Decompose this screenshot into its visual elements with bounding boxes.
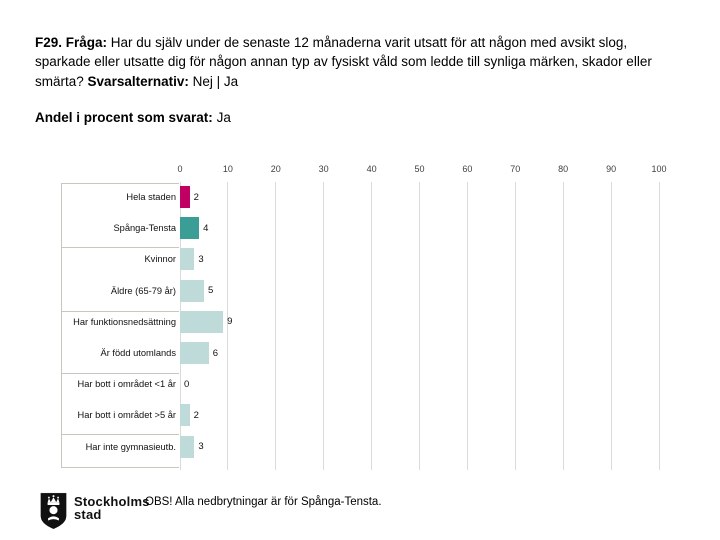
bar [180, 248, 195, 271]
x-gridline [371, 182, 373, 470]
stockholms-stad-shield-icon [40, 493, 67, 529]
x-axis-tick-label: 90 [606, 164, 617, 174]
bar-value-label: 3 [198, 441, 204, 453]
bar-chart: 0 10 20 30 40 50 60 70 80 90 100 Hela staden 2 Spånga… [0, 150, 720, 480]
bar-value-label: 5 [207, 285, 214, 297]
category-label: Hela staden [126, 192, 176, 202]
logo-line1: Stockholms [74, 494, 150, 509]
x-axis-tick-label: 70 [510, 164, 521, 174]
x-axis-tick-label: 60 [462, 164, 473, 174]
logo-line2: stad [74, 507, 102, 522]
footnote: OBS! Alla nedbrytningar är för Spånga-Te… [145, 496, 382, 508]
x-axis-tick-label: 100 [651, 164, 667, 174]
x-axis-tick-label: 0 [177, 164, 183, 174]
bar [180, 310, 224, 333]
bar-value-label: 6 [212, 347, 219, 359]
category-label: Har inte gymnasieutb. [85, 441, 176, 452]
x-axis-tick-label: 40 [366, 164, 377, 174]
bar [180, 217, 200, 240]
category-label: Har bott i området >5 år [77, 410, 176, 421]
question-text: Har du själv under de senaste 12 månader… [35, 35, 652, 89]
x-axis-tick-label: 30 [318, 164, 329, 174]
bar [180, 186, 190, 208]
logo-wordmark: Stockholms stad [74, 495, 150, 521]
bar-value-label: 9 [227, 316, 233, 328]
category-label-card [61, 434, 179, 468]
category-label: Är född utomlands [100, 348, 176, 358]
x-gridline [658, 182, 660, 470]
answer-options-label: Svarsalternativ: [87, 73, 189, 89]
bar-value-label: 2 [193, 191, 199, 203]
category-label: Spånga-Tensta [113, 223, 176, 234]
x-gridline [562, 182, 564, 470]
answer-options-text: Nej | Ja [192, 73, 239, 89]
x-axis-tick-label: 80 [558, 164, 569, 174]
category-label: Har funktionsnedsättning [73, 316, 176, 327]
category-label-card [61, 373, 179, 436]
bar-value-label: 3 [198, 253, 204, 265]
bar [180, 404, 190, 427]
category-label: Har bott i området <1 år [77, 379, 176, 390]
bar-value-label: 0 [184, 378, 190, 390]
subtitle-label: Andel i procent som svarat: [35, 110, 213, 125]
x-axis-tick-label: 10 [222, 164, 233, 174]
category-label: Äldre (65-79 år) [110, 285, 176, 296]
x-gridline [275, 182, 277, 470]
x-gridline [610, 182, 612, 470]
x-gridline [514, 182, 516, 470]
bar [180, 342, 209, 364]
x-axis-tick-label: 20 [270, 164, 281, 174]
category-label: Kvinnor [144, 254, 176, 265]
chart-subtitle: Andel i procent som svarat: Ja [35, 109, 667, 127]
subtitle-value: Ja [216, 110, 231, 125]
x-gridline [419, 182, 420, 470]
bar [180, 435, 195, 458]
x-gridline [466, 182, 468, 470]
question-title: F29. Fråga: Har du själv under de senast… [35, 33, 667, 91]
bar-value-label: 2 [193, 409, 199, 421]
bar-value-label: 4 [203, 222, 209, 234]
question-number-label: F29. Fråga: [35, 35, 108, 50]
bar [180, 279, 204, 302]
x-gridline [227, 182, 229, 470]
x-axis-tick-label: 50 [414, 164, 425, 174]
stockholms-stad-logo: Stockholms stad [40, 492, 150, 530]
x-gridline [323, 182, 325, 470]
